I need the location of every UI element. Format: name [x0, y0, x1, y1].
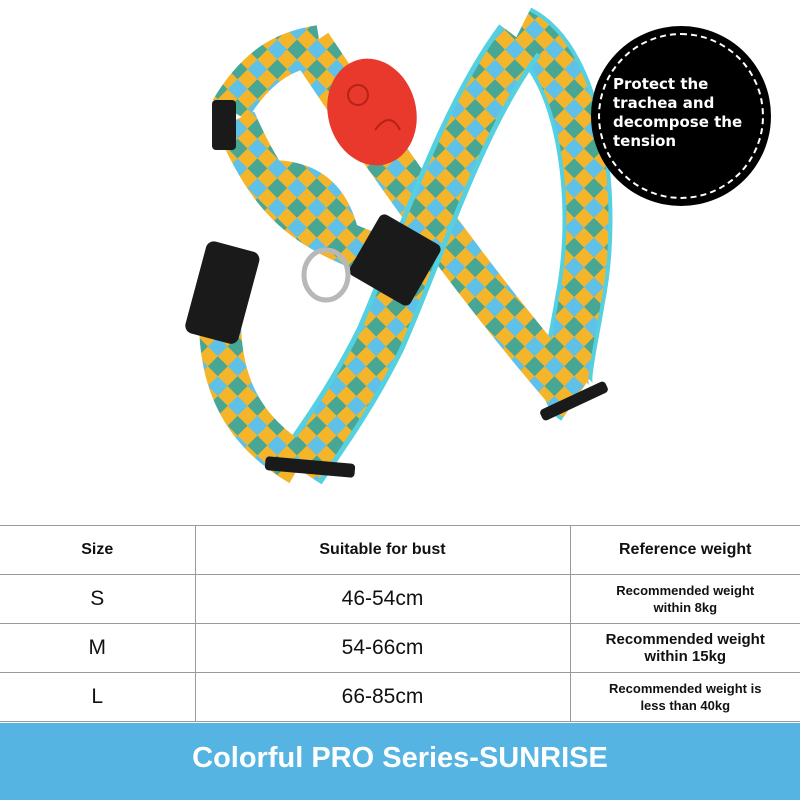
harness-product-image [185, 7, 613, 485]
weight-text: Recommended weight within 8kg [616, 583, 755, 615]
series-banner: Colorful PRO Series-SUNRISE [0, 723, 800, 800]
header-bust: Suitable for bust [194, 525, 570, 575]
table-row: L 66-85cm Recommended weight is less tha… [0, 672, 800, 722]
bust-cell: 66-85cm [194, 672, 570, 722]
logo-tag-icon [327, 58, 417, 166]
bust-cell: 46-54cm [194, 574, 570, 624]
weight-cell: Recommended weight within 15kg [569, 623, 800, 673]
size-cell: M [0, 623, 195, 673]
bust-cell: 54-66cm [194, 623, 570, 673]
weight-text: Recommended weight within 15kg [605, 631, 765, 665]
table-header-row: Size Suitable for bust Reference weight [0, 525, 800, 575]
stitched-border [598, 33, 764, 199]
size-cell: L [0, 672, 195, 722]
d-ring-icon [301, 247, 351, 303]
buckle-icon [185, 100, 608, 478]
feature-badge: Protect the trachea and decompose the te… [591, 26, 771, 206]
weight-cell: Recommended weight is less than 40kg [569, 672, 800, 722]
weight-cell: Recommended weight within 8kg [569, 574, 800, 624]
size-cell: S [0, 574, 195, 624]
table-row: M 54-66cm Recommended weight within 15kg [0, 623, 800, 673]
weight-text: Recommended weight is less than 40kg [609, 681, 762, 713]
size-table: Size Suitable for bust Reference weight … [0, 525, 800, 722]
table-row: S 46-54cm Recommended weight within 8kg [0, 574, 800, 624]
header-size: Size [0, 525, 195, 575]
badge-text: Protect the trachea and decompose the te… [613, 75, 743, 150]
header-weight: Reference weight [569, 525, 800, 575]
